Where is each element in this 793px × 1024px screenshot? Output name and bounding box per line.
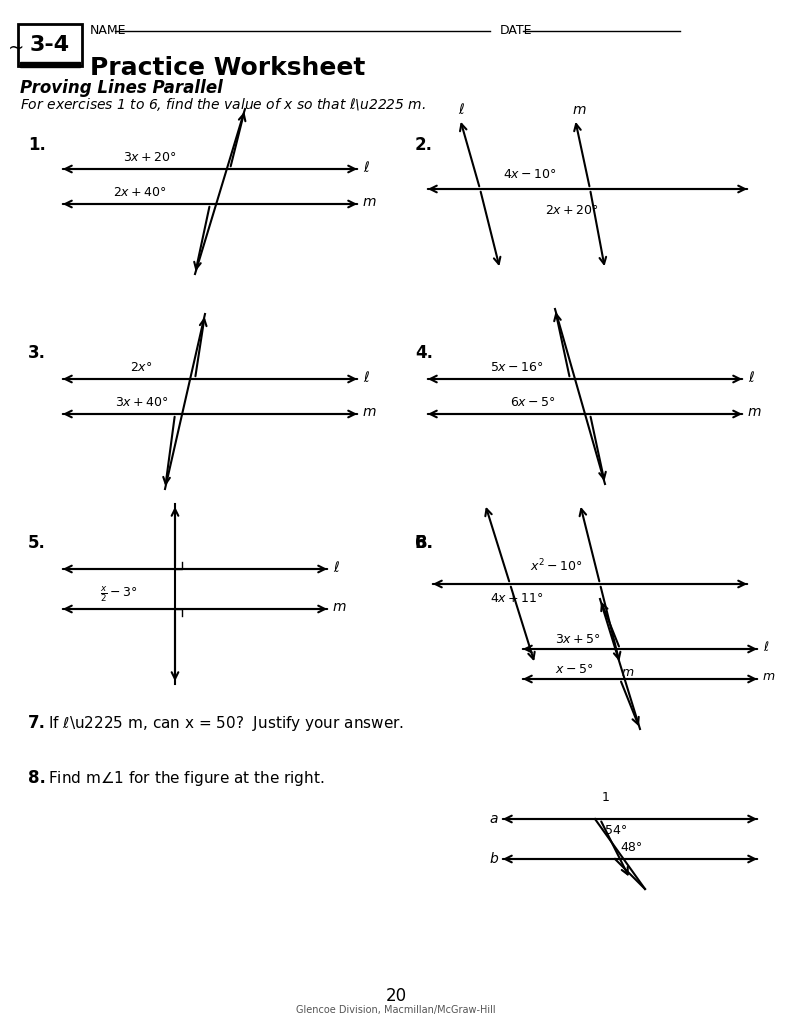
Text: m: m — [573, 103, 587, 117]
Text: $2x + 40°$: $2x + 40°$ — [113, 186, 167, 199]
Text: B.: B. — [415, 534, 434, 552]
Text: $\ell$: $\ell$ — [748, 370, 755, 384]
Text: $3x + 20°$: $3x + 20°$ — [123, 151, 177, 164]
Text: $\ell$: $\ell$ — [458, 102, 465, 117]
Text: $3x + 40°$: $3x + 40°$ — [115, 396, 169, 409]
Text: $2x°$: $2x°$ — [130, 361, 152, 374]
Text: 7.: 7. — [28, 714, 46, 732]
Text: 1.: 1. — [28, 136, 46, 154]
Text: $\ell$: $\ell$ — [363, 370, 370, 384]
Text: $\ell$: $\ell$ — [763, 640, 769, 654]
Text: Find m$\angle$1 for the figure at the right.: Find m$\angle$1 for the figure at the ri… — [48, 769, 324, 788]
FancyBboxPatch shape — [18, 24, 82, 66]
Text: m: m — [333, 600, 347, 614]
Text: $x^2 - 10°$: $x^2 - 10°$ — [530, 557, 583, 574]
Text: $\ell$: $\ell$ — [363, 160, 370, 174]
Text: $4x - 10°$: $4x - 10°$ — [503, 168, 557, 181]
Text: ~: ~ — [8, 39, 25, 58]
Text: $3x + 5°$: $3x + 5°$ — [555, 633, 601, 646]
Text: 1: 1 — [602, 791, 610, 804]
Text: NAME: NAME — [90, 24, 127, 37]
Text: 20: 20 — [385, 987, 407, 1005]
Text: m: m — [363, 195, 377, 209]
Text: $x - 5°$: $x - 5°$ — [555, 663, 593, 676]
Text: 48°: 48° — [620, 841, 642, 854]
Text: 54°: 54° — [605, 824, 627, 837]
Text: m: m — [363, 406, 377, 419]
Text: 4.: 4. — [415, 344, 433, 362]
Text: For exercises 1 to 6, find the value of x so that $\ell$\u2225 m.: For exercises 1 to 6, find the value of … — [20, 96, 426, 113]
Text: 2.: 2. — [415, 136, 433, 154]
Text: If $\ell$\u2225 m, can x = 50?  Justify your answer.: If $\ell$\u2225 m, can x = 50? Justify y… — [48, 714, 404, 733]
Text: m: m — [622, 666, 634, 679]
Text: 6.: 6. — [415, 534, 433, 552]
Text: $2x + 20°$: $2x + 20°$ — [545, 204, 599, 217]
Text: Practice Worksheet: Practice Worksheet — [90, 56, 366, 80]
Text: m: m — [763, 671, 775, 683]
Text: 3-4: 3-4 — [30, 35, 70, 55]
Text: 8.: 8. — [28, 769, 46, 787]
Text: Proving Lines Parallel: Proving Lines Parallel — [20, 79, 223, 97]
Text: m: m — [748, 406, 761, 419]
Bar — [20, 62, 80, 67]
Text: DATE: DATE — [500, 24, 533, 37]
Text: $6x - 5°$: $6x - 5°$ — [510, 396, 556, 409]
Text: b: b — [489, 852, 498, 866]
Text: $5x - 16°$: $5x - 16°$ — [490, 361, 544, 374]
Text: a: a — [489, 812, 498, 826]
Text: 3.: 3. — [28, 344, 46, 362]
Text: $\ell$: $\ell$ — [333, 559, 340, 574]
Text: $\frac{x}{2} - 3°$: $\frac{x}{2} - 3°$ — [100, 585, 138, 604]
Text: $4x + 11°$: $4x + 11°$ — [490, 592, 544, 605]
Text: 5.: 5. — [28, 534, 46, 552]
Text: Glencoe Division, Macmillan/McGraw-Hill: Glencoe Division, Macmillan/McGraw-Hill — [297, 1005, 496, 1015]
